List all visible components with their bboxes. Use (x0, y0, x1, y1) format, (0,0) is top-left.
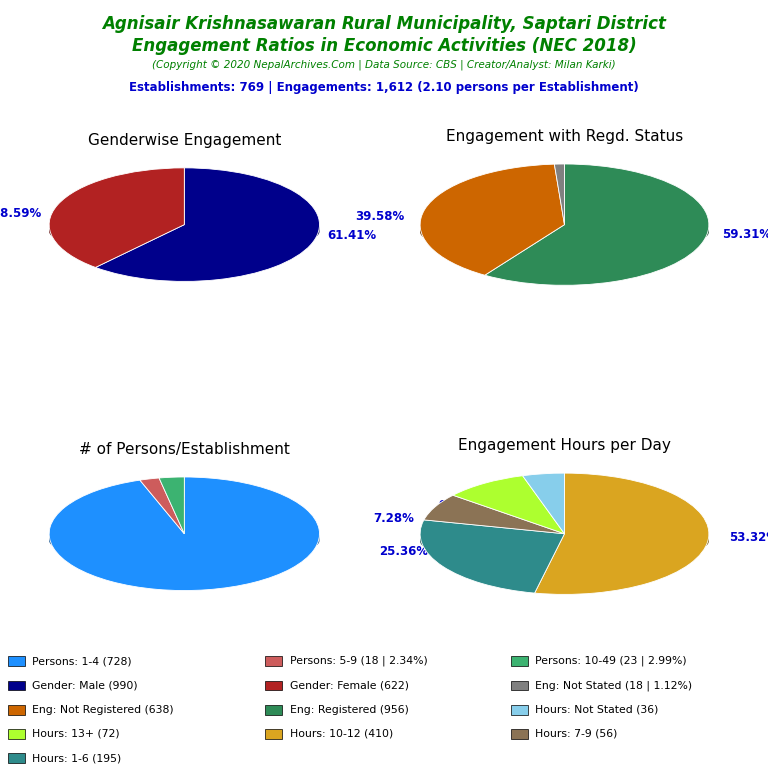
Text: Hours: Not Stated (36): Hours: Not Stated (36) (535, 704, 659, 715)
Text: Hours: 7-9 (56): Hours: 7-9 (56) (535, 729, 617, 739)
Text: 7.28%: 7.28% (373, 512, 414, 525)
Text: 25.36%: 25.36% (379, 545, 428, 558)
Text: Eng: Not Stated (18 | 1.12%): Eng: Not Stated (18 | 1.12%) (535, 680, 693, 690)
Text: 94.67%: 94.67% (190, 558, 239, 571)
Text: Eng: Registered (956): Eng: Registered (956) (290, 704, 409, 715)
Wedge shape (140, 478, 184, 534)
Text: Establishments: 769 | Engagements: 1,612 (2.10 persons per Establishment): Establishments: 769 | Engagements: 1,612… (129, 81, 639, 94)
Text: 38.59%: 38.59% (0, 207, 42, 220)
Polygon shape (535, 534, 709, 567)
Text: 53.32%: 53.32% (730, 531, 768, 544)
Polygon shape (420, 534, 535, 566)
Text: 39.58%: 39.58% (356, 210, 405, 223)
Wedge shape (535, 473, 709, 594)
Title: Genderwise Engagement: Genderwise Engagement (88, 134, 281, 148)
Polygon shape (49, 534, 319, 564)
Text: 61.41%: 61.41% (327, 229, 376, 242)
Polygon shape (49, 225, 95, 250)
Text: Hours: 1-6 (195): Hours: 1-6 (195) (32, 753, 121, 763)
Text: 59.31%: 59.31% (723, 228, 768, 241)
Wedge shape (453, 475, 564, 534)
Bar (511, 657, 528, 666)
Bar (8, 729, 25, 739)
Text: 4.68%: 4.68% (516, 494, 557, 507)
Bar (265, 680, 282, 690)
Text: 9.36%: 9.36% (439, 499, 479, 512)
Polygon shape (95, 225, 319, 255)
Bar (265, 657, 282, 666)
Wedge shape (420, 164, 564, 275)
Title: Engagement with Regd. Status: Engagement with Regd. Status (446, 128, 683, 144)
Wedge shape (485, 164, 709, 285)
Bar (511, 680, 528, 690)
Text: 2.34%: 2.34% (118, 497, 159, 510)
Bar (8, 680, 25, 690)
Polygon shape (420, 225, 485, 253)
Text: Hours: 10-12 (410): Hours: 10-12 (410) (290, 729, 392, 739)
Bar (265, 705, 282, 714)
Text: Eng: Not Registered (638): Eng: Not Registered (638) (32, 704, 174, 715)
Text: Hours: 13+ (72): Hours: 13+ (72) (32, 729, 120, 739)
Wedge shape (424, 495, 564, 534)
Text: (Copyright © 2020 NepalArchives.Com | Data Source: CBS | Creator/Analyst: Milan : (Copyright © 2020 NepalArchives.Com | Da… (152, 60, 616, 71)
Bar (8, 705, 25, 714)
Text: Engagement Ratios in Economic Activities (NEC 2018): Engagement Ratios in Economic Activities… (131, 37, 637, 55)
Text: 2.99%: 2.99% (147, 496, 188, 509)
Polygon shape (485, 225, 709, 257)
Text: Persons: 10-49 (23 | 2.99%): Persons: 10-49 (23 | 2.99%) (535, 656, 687, 667)
Bar (511, 705, 528, 714)
Text: 1.12%: 1.12% (538, 184, 578, 197)
Text: Agnisair Krishnasawaran Rural Municipality, Saptari District: Agnisair Krishnasawaran Rural Municipali… (102, 15, 666, 33)
Wedge shape (554, 164, 564, 225)
Title: Engagement Hours per Day: Engagement Hours per Day (458, 438, 671, 452)
Wedge shape (49, 168, 184, 267)
Wedge shape (95, 168, 319, 281)
Text: Persons: 1-4 (728): Persons: 1-4 (728) (32, 656, 132, 667)
Wedge shape (420, 520, 564, 593)
Text: Persons: 5-9 (18 | 2.34%): Persons: 5-9 (18 | 2.34%) (290, 656, 427, 667)
Text: Gender: Female (622): Gender: Female (622) (290, 680, 409, 690)
Bar (8, 657, 25, 666)
Wedge shape (522, 473, 564, 534)
Title: # of Persons/Establishment: # of Persons/Establishment (79, 442, 290, 458)
Bar (511, 729, 528, 739)
Bar (265, 729, 282, 739)
Wedge shape (159, 477, 184, 534)
Wedge shape (49, 477, 319, 591)
Bar (8, 753, 25, 763)
Text: Gender: Male (990): Gender: Male (990) (32, 680, 138, 690)
